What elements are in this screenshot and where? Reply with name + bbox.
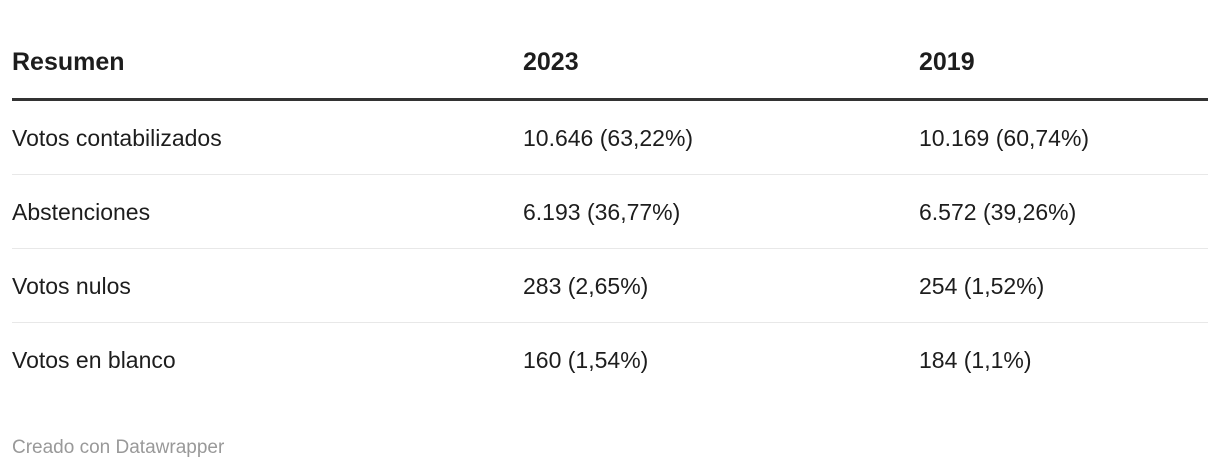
table-row-votos-contabilizados: Votos contabilizados 10.646 (63,22%) 10.…	[12, 101, 1208, 175]
value-2019: 184 (1,1%)	[919, 346, 1032, 373]
row-label: Abstenciones	[12, 198, 151, 225]
column-header-2019: 2019	[919, 48, 975, 76]
row-label: Votos nulos	[12, 272, 131, 299]
column-header-resumen: Resumen	[12, 48, 125, 76]
value-2023: 160 (1,54%)	[523, 346, 649, 373]
row-label: Votos contabilizados	[12, 124, 222, 151]
value-2019: 254 (1,52%)	[919, 272, 1045, 299]
value-2023: 10.646 (63,22%)	[523, 124, 694, 151]
value-2023: 6.193 (36,77%)	[523, 198, 681, 225]
column-header-2023: 2023	[523, 48, 579, 76]
table-row-votos-en-blanco: Votos en blanco 160 (1,54%) 184 (1,1%)	[12, 323, 1208, 396]
value-2023: 283 (2,65%)	[523, 272, 649, 299]
table-header-row: Resumen 2023 2019	[12, 0, 1208, 101]
value-2019: 10.169 (60,74%)	[919, 124, 1090, 151]
value-2019: 6.572 (39,26%)	[919, 198, 1077, 225]
table-footer: Creado con Datawrapper	[12, 436, 1208, 460]
summary-table: Resumen 2023 2019 Votos contabilizados 1…	[12, 0, 1208, 396]
datawrapper-attribution-link[interactable]: Creado con Datawrapper	[12, 437, 225, 458]
table-row-abstenciones: Abstenciones 6.193 (36,77%) 6.572 (39,26…	[12, 175, 1208, 249]
table-row-votos-nulos: Votos nulos 283 (2,65%) 254 (1,52%)	[12, 249, 1208, 323]
row-label: Votos en blanco	[12, 346, 176, 373]
